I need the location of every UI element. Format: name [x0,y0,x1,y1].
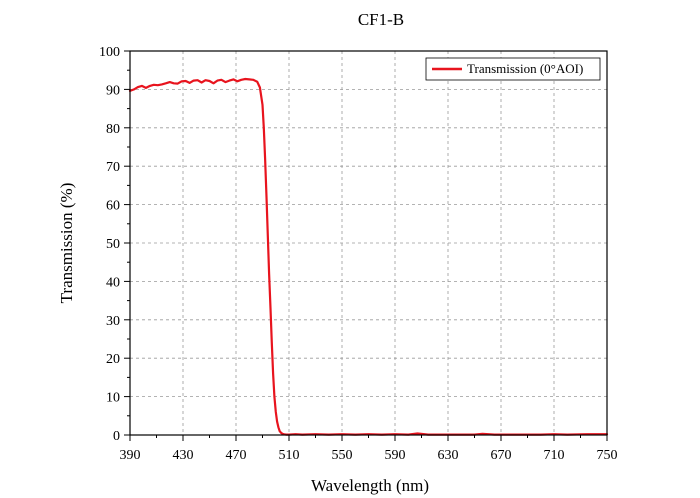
x-tick-label: 590 [385,448,406,463]
x-tick-label: 430 [173,448,194,463]
legend-label: Transmission (0°AOI) [467,61,583,76]
x-tick-labels: 390 430 470 510 550 590 630 670 710 750 [120,448,618,463]
legend: Transmission (0°AOI) [425,57,601,81]
series-line-transmission [128,77,609,436]
ticks [124,50,608,441]
grid [130,51,607,435]
y-tick-label: 10 [106,391,120,406]
x-tick-label: 710 [544,448,565,463]
y-tick-labels: 0 10 20 30 40 50 60 70 80 90 100 [99,45,120,444]
x-tick-label: 510 [279,448,300,463]
x-tick-label: 670 [491,448,512,463]
y-tick-label: 90 [106,83,120,98]
series-layer [128,77,609,436]
x-tick-label: 550 [332,448,353,463]
y-tick-label: 70 [106,160,120,175]
y-tick-label: 50 [106,237,120,252]
plot-frame [129,50,608,436]
y-tick-label: 20 [106,352,120,367]
y-tick-label: 0 [113,429,120,444]
x-tick-label: 630 [438,448,459,463]
x-tick-label: 470 [226,448,247,463]
y-tick-label: 40 [106,275,120,290]
y-tick-label: 60 [106,199,120,214]
x-tick-label: 750 [597,448,618,463]
y-tick-label: 30 [106,314,120,329]
legend-box [425,57,601,81]
x-axis-label: Wavelength (nm) [311,476,429,495]
y-tick-label: 100 [99,45,120,60]
chart-title: CF1-B [358,10,404,29]
y-tick-label: 80 [106,122,120,137]
x-tick-label: 390 [120,448,141,463]
y-axis-label: Transmission (%) [57,183,76,304]
